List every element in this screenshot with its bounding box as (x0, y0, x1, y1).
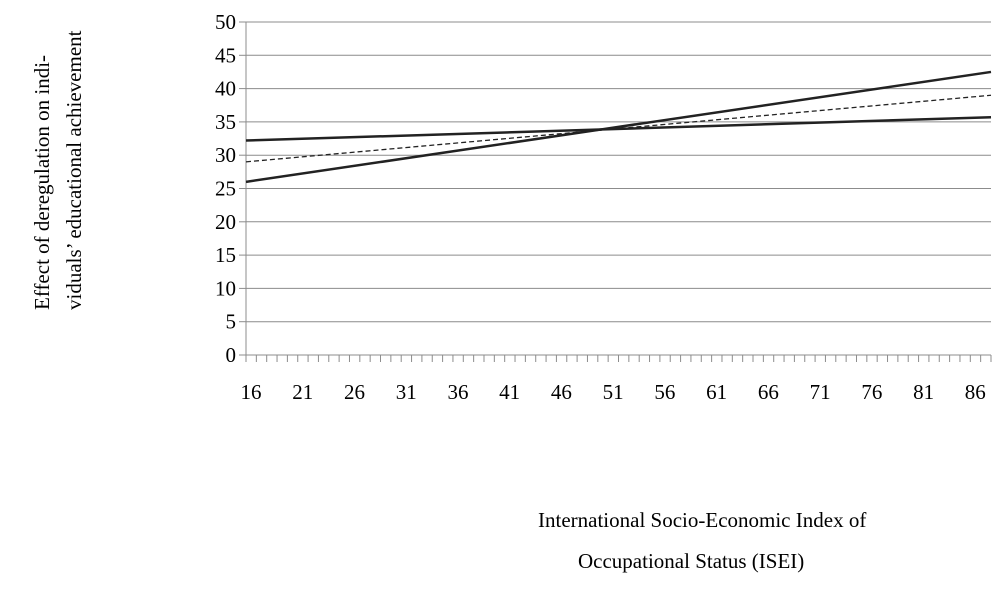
y-tick-label: 10 (215, 276, 236, 300)
y-tick-label: 15 (215, 243, 236, 267)
x-axis-title-line-2: Occupational Status (ISEI) (578, 549, 805, 573)
x-tick-label: 76 (861, 380, 882, 404)
x-tick-label: 71 (810, 380, 831, 404)
series-line-1 (245, 70, 992, 184)
x-tick-label: 81 (913, 380, 934, 404)
y-tick-label: 40 (215, 77, 236, 101)
y-tick-label: 50 (215, 10, 236, 34)
y-tick-label: 25 (215, 177, 236, 201)
y-tick-label: 35 (215, 110, 236, 134)
x-tick-label: 36 (447, 380, 468, 404)
axes (239, 21, 992, 362)
x-tick-label: 26 (344, 380, 365, 404)
y-tick-label: 20 (215, 210, 236, 234)
x-tick-label: 16 (241, 380, 262, 404)
x-tick-label: 31 (396, 380, 417, 404)
y-tick-label: 45 (215, 43, 236, 67)
series-line-2 (245, 94, 992, 163)
x-tick-label: 46 (551, 380, 572, 404)
x-tick-label: 21 (292, 380, 313, 404)
series-lines (245, 70, 992, 184)
x-axis-title-line-1: International Socio-Economic Index of (538, 508, 867, 532)
x-tick-label: 86 (965, 380, 986, 404)
series-line-3 (245, 115, 992, 142)
x-tick-label: 41 (499, 380, 520, 404)
x-tick-label: 51 (603, 380, 624, 404)
x-tick-label: 56 (654, 380, 675, 404)
tick-labels: 0 5 10 15 20 25 30 35 40 45 50 16 21 26 31 36 41 46 51 56 61… (215, 10, 986, 404)
y-tick-label: 0 (226, 343, 237, 367)
x-tick-label: 66 (758, 380, 779, 404)
y-tick-label: 30 (215, 143, 236, 167)
y-tick-label: 5 (226, 310, 237, 334)
x-tick-label: 61 (706, 380, 727, 404)
gridlines (246, 21, 991, 323)
